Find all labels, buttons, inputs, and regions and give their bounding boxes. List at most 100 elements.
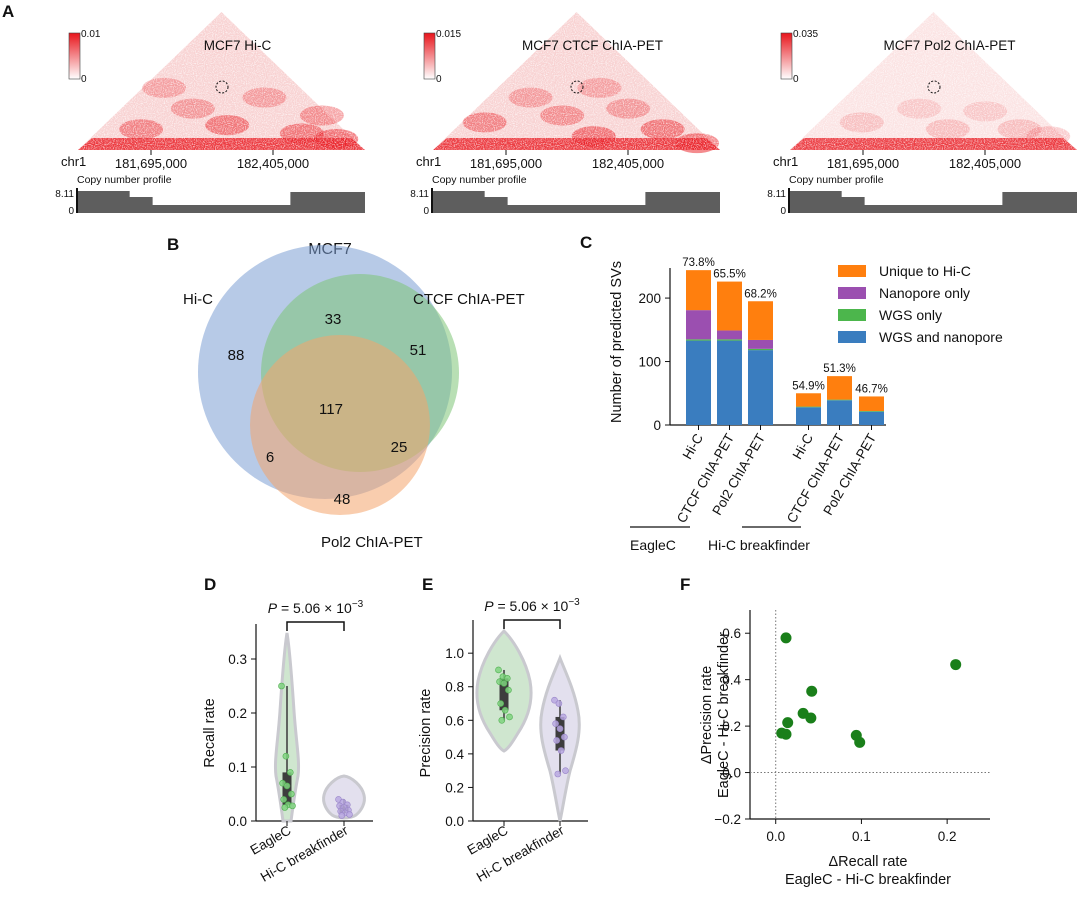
- bar-segment: [796, 406, 821, 408]
- position-label-2: 182,405,000: [592, 156, 664, 171]
- bar-segment: [686, 340, 711, 425]
- colorbar-min: 0: [436, 74, 442, 85]
- p-value-label: P = 5.06 × 10−3: [268, 599, 364, 616]
- scatter-point: [780, 728, 792, 740]
- data-point: [281, 804, 289, 811]
- bar-segment: [748, 339, 773, 349]
- data-point: [562, 767, 569, 774]
- panel-label-c: C: [580, 233, 592, 252]
- heatmap-title: MCF7 Hi-C: [204, 38, 272, 53]
- colorbar-max: 0.015: [436, 29, 461, 40]
- violin-box: [499, 678, 509, 711]
- bar-segment: [748, 348, 773, 351]
- legend-label: Nanopore only: [879, 285, 970, 301]
- bar-segment: [859, 411, 884, 412]
- cnv-max: 8.11: [767, 189, 786, 200]
- legend-label: Unique to Hi-C: [879, 263, 971, 279]
- y-tick-label: 0.0: [722, 766, 741, 781]
- y-tick-label: 0: [653, 418, 661, 433]
- y-axis-label: Recall rate: [202, 698, 218, 767]
- legend-label: WGS and nanopore: [879, 329, 1003, 345]
- y-tick-label: 0.2: [228, 706, 247, 721]
- scatter-point: [854, 736, 866, 748]
- x-tick-label: CTCF ChIA-PET: [784, 431, 847, 526]
- bar-segment: [827, 400, 852, 425]
- y-tick-label: 0.4: [445, 747, 464, 762]
- position-label-2: 182,405,000: [949, 156, 1021, 171]
- data-point: [286, 769, 294, 776]
- y-tick-label: 0.2: [445, 780, 464, 795]
- data-point: [278, 682, 285, 690]
- bar-segment: [827, 399, 852, 401]
- cnv-profile: [790, 191, 1077, 213]
- colorbar: [423, 32, 436, 80]
- data-point: [280, 796, 288, 803]
- panel-label-b: B: [167, 235, 179, 254]
- chrom-label: chr1: [773, 154, 798, 169]
- bar-segment: [859, 396, 884, 412]
- cnv-label: Copy number profile: [432, 174, 527, 186]
- data-point: [346, 811, 353, 818]
- venn-count-pol2-only: 48: [334, 491, 351, 508]
- delta-scatter-chart: −0.2 0.0 0.2 0.4 0.6 0.0 0.1 0.2 ΔRecall rate Eag…: [699, 610, 990, 888]
- colorbar-max: 0.01: [81, 29, 101, 40]
- bar-segment: [686, 310, 711, 340]
- x-axis-label: ΔRecall rate: [829, 854, 908, 870]
- x-tick-label: Hi-C: [680, 431, 707, 462]
- group-label: Hi-C breakfinder: [708, 537, 810, 553]
- venn-label-ctcf: CTCF ChIA-PET: [413, 291, 525, 308]
- bar-segment: [796, 407, 821, 425]
- venn-count-ctcf-pol2: 25: [391, 439, 408, 456]
- bar-segment: [686, 339, 711, 341]
- legend-swatch: [838, 287, 866, 299]
- x-tick-label: Hi-C: [790, 431, 817, 462]
- bar-percent-label: 68.2%: [744, 288, 777, 300]
- scatter-point: [806, 685, 818, 697]
- bar-segment: [717, 281, 742, 331]
- violin-box: [555, 716, 565, 751]
- y-tick-label: 0.4: [722, 673, 741, 688]
- y-axis-label: ΔPrecision rate: [699, 666, 715, 764]
- position-label-2: 182,405,000: [237, 156, 309, 171]
- cnv-profile: [78, 191, 365, 213]
- position-label-1: 181,695,000: [470, 156, 542, 171]
- p-value-label: P = 5.06 × 10−3: [484, 597, 580, 614]
- bar-segment: [748, 350, 773, 425]
- bar-percent-label: 51.3%: [823, 363, 856, 375]
- data-point: [552, 720, 559, 727]
- y-tick-label: 0.0: [228, 814, 247, 829]
- significance-bracket: [503, 619, 561, 629]
- data-point: [557, 747, 565, 754]
- data-point: [559, 713, 567, 721]
- venn-circle-pol2: [250, 335, 430, 515]
- sv-marker-circle: [927, 80, 941, 94]
- bar-segment: [717, 330, 742, 340]
- stacked-bar-chart: 0 100 200 Number of predicted SVs 73.8% Hi-C 6…: [609, 257, 1003, 553]
- x-tick-label: EagleC: [248, 822, 294, 857]
- y-tick-label: 0.0: [445, 814, 464, 829]
- venn-count-hic-pol2: 6: [266, 449, 274, 466]
- y-tick-label: 0.2: [722, 719, 741, 734]
- bar-segment: [827, 376, 852, 400]
- y-axis-sublabel: EagleC - Hi-C breakfinder: [716, 632, 732, 798]
- x-axis-sublabel: EagleC - Hi-C breakfinder: [785, 872, 951, 888]
- y-axis-label: Precision rate: [418, 689, 434, 778]
- panel-label-e: E: [422, 575, 433, 594]
- legend-swatch: [838, 331, 866, 343]
- y-axis-label: Number of predicted SVs: [609, 261, 625, 423]
- panel-label-f: F: [680, 575, 690, 594]
- y-tick-label: 0.3: [228, 652, 247, 667]
- chrom-label: chr1: [416, 154, 441, 169]
- heatmap-panel: 0.01 0 MCF7 Hi-C chr1 181,695,000 182,405,000…: [55, 12, 1077, 217]
- bar-segment: [796, 393, 821, 407]
- colorbar: [780, 32, 793, 80]
- venn-label-hic: Hi-C: [183, 291, 213, 308]
- colorbar-max: 0.035: [793, 29, 818, 40]
- data-point: [500, 680, 508, 687]
- data-point: [503, 675, 511, 682]
- scatter-point: [950, 659, 962, 671]
- x-tick-label: 0.2: [938, 829, 957, 844]
- data-point: [553, 737, 561, 744]
- x-tick-label: 0.0: [766, 829, 785, 844]
- venn-diagram: MCF7 Hi-C CTCF ChIA-PET Pol2 ChIA-PET 88…: [183, 241, 525, 551]
